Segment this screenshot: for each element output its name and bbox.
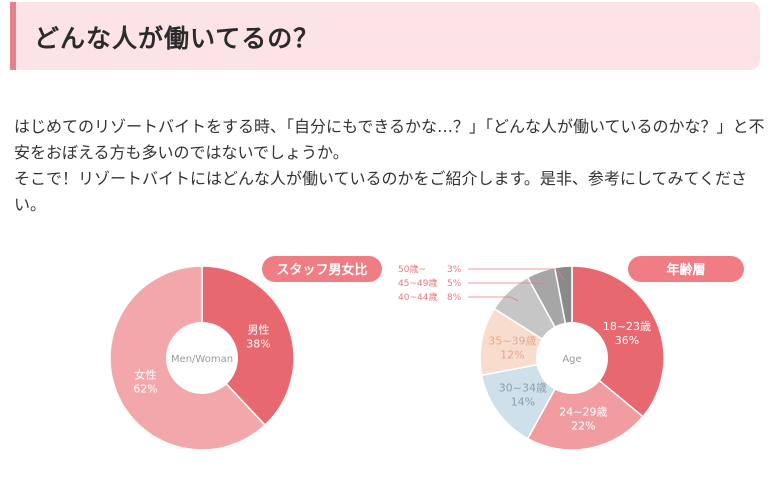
legend-label: 50歳~ <box>398 263 426 275</box>
slice-value: 38% <box>246 338 270 351</box>
donut-hole <box>536 322 608 394</box>
slice-label: 男性 <box>247 323 269 337</box>
slice-label: 24~29歳 <box>559 406 607 419</box>
chart-title: スタッフ男女比 <box>276 262 367 278</box>
donut-hole <box>166 322 238 394</box>
legend-value: 8% <box>447 293 462 303</box>
center-label: Age <box>562 354 581 365</box>
slice-value: 12% <box>500 349 524 362</box>
legend-label: 40~44歳 <box>398 291 437 303</box>
legend-value: 3% <box>447 265 462 275</box>
chart-title: 年齢層 <box>666 262 705 278</box>
legend-label: 45~49歳 <box>398 277 437 289</box>
slice-label: 35~39歳 <box>488 335 536 348</box>
intro-paragraph: そこで！リゾートバイトにはどんな人が働いているのかをご紹介します。是非、参考にし… <box>14 169 747 214</box>
pie-slice <box>201 265 295 427</box>
center-label: Men/Woman <box>171 354 233 365</box>
slice-value: 14% <box>511 396 535 409</box>
legend-leader-line <box>468 296 519 302</box>
pie-slice <box>526 356 644 451</box>
legend-value: 5% <box>447 279 462 289</box>
slice-value: 22% <box>571 420 595 433</box>
slice-label: 18~23歳 <box>603 320 651 333</box>
chart-title-badge <box>262 256 382 282</box>
slice-label: 30~34歳 <box>499 382 547 395</box>
legend-leader-line <box>468 268 565 281</box>
slice-value: 62% <box>133 382 157 395</box>
chart-title-badge <box>628 256 744 282</box>
legend-leader-line <box>468 282 546 285</box>
intro-text: はじめてのリゾートバイトをする時、「自分にもできるかな…？」「どんな人が働いてい… <box>14 114 766 218</box>
intro-paragraph: はじめてのリゾートバイトをする時、「自分にもできるかな…？」「どんな人が働いてい… <box>14 117 765 162</box>
section-heading-box: どんな人が働いてるの？ <box>10 2 760 70</box>
slice-label: 女性 <box>135 367 157 381</box>
chart-area: 男性 38% 女性 62% Men/Woman スタッフ男女比 18~23歳 36% 24~29… <box>0 240 780 480</box>
pie-slice <box>571 265 665 418</box>
section-heading: どんな人が働いてるの？ <box>34 24 320 53</box>
slice-value: 36% <box>615 334 639 347</box>
